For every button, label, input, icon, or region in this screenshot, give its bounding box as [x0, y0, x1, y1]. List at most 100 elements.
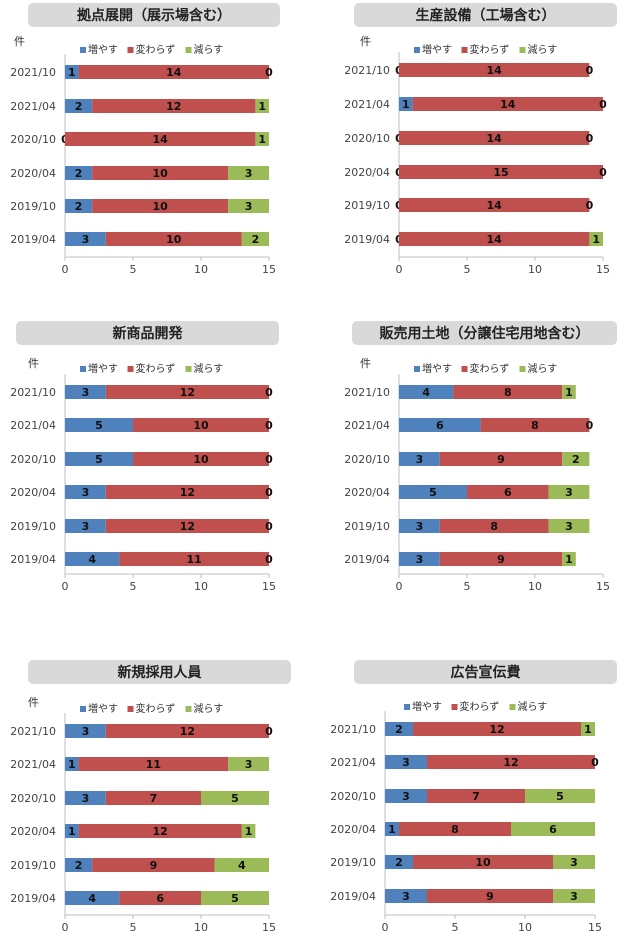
legend-item: 増やす	[80, 43, 118, 56]
x-tick-label: 5	[130, 580, 137, 593]
bar-segment	[385, 889, 427, 903]
bar-segment	[241, 232, 269, 246]
data-label: 0	[586, 419, 594, 432]
bar-segment	[78, 65, 269, 79]
bar-segment	[65, 891, 120, 905]
data-label: 3	[82, 486, 90, 499]
data-label: 4	[422, 386, 430, 399]
category-label: 2020/04	[344, 166, 390, 179]
bar-segment	[511, 822, 595, 836]
bar-segment	[385, 755, 427, 769]
data-label: 9	[497, 553, 505, 566]
data-label: 1	[245, 825, 253, 838]
data-label: 3	[416, 520, 424, 533]
legend-item: 増やす	[404, 700, 442, 713]
data-label: 1	[68, 758, 76, 771]
legend-swatch	[519, 47, 526, 53]
data-label: 10	[153, 200, 169, 213]
data-label: 3	[245, 200, 253, 213]
legend-swatch	[127, 366, 134, 372]
data-label: 9	[150, 859, 158, 872]
bar-segment	[92, 858, 215, 872]
x-tick-label: 15	[262, 263, 276, 276]
chart-title-box	[16, 321, 279, 345]
data-label: 14	[487, 199, 503, 212]
bar-segment	[201, 891, 269, 905]
data-label: 0	[599, 98, 607, 111]
bar-segment	[385, 789, 427, 803]
bar-segment	[467, 485, 549, 499]
bar-segment	[427, 755, 595, 769]
category-label: 2021/10	[10, 386, 56, 399]
legend-swatch	[80, 366, 86, 372]
data-label: 3	[416, 453, 424, 466]
x-tick-label: 5	[464, 580, 471, 593]
chart-title: 新規採用人員	[118, 664, 202, 681]
category-label: 2019/04	[10, 553, 56, 566]
unit-label: 件	[28, 696, 39, 709]
data-label: 12	[503, 756, 518, 769]
legend-label: 増やす	[88, 43, 118, 56]
bar-segment	[228, 199, 269, 213]
legend-item: 変わらず	[127, 702, 176, 715]
legend-item: 減らす	[185, 702, 223, 715]
legend-swatch	[451, 704, 458, 710]
data-label: 1	[388, 823, 396, 836]
bar-segment	[385, 855, 413, 869]
x-tick-label: 10	[528, 263, 542, 276]
legend-label: 減らす	[528, 362, 558, 375]
data-label: 0	[586, 132, 594, 145]
category-label: 2020/04	[344, 486, 390, 499]
bar-segment	[589, 232, 603, 246]
data-label: 14	[487, 132, 503, 145]
category-label: 2019/04	[344, 233, 390, 246]
data-label: 3	[245, 167, 253, 180]
x-tick-label: 10	[528, 580, 542, 593]
legend-swatch	[414, 366, 420, 372]
data-label: 5	[429, 486, 437, 499]
data-label: 0	[265, 553, 273, 566]
legend-item: 増やす	[80, 702, 118, 715]
bar-segment	[427, 889, 553, 903]
data-label: 3	[402, 790, 410, 803]
data-label: 3	[402, 890, 410, 903]
bar-segment	[65, 858, 93, 872]
legend-label: 増やす	[422, 362, 452, 375]
data-label: 0	[599, 166, 607, 179]
bar-segment	[399, 63, 590, 77]
legend-swatch	[519, 366, 526, 372]
data-label: 0	[265, 520, 273, 533]
data-label: 0	[265, 486, 273, 499]
legend-label: 変わらず	[470, 43, 510, 56]
data-label: 0	[265, 66, 273, 79]
legend-label: 変わらず	[136, 702, 176, 715]
data-label: 0	[265, 419, 273, 432]
chart-title-box	[28, 3, 280, 27]
x-tick-label: 10	[194, 580, 208, 593]
bar-segment	[553, 889, 595, 903]
legend-item: 変わらず	[127, 362, 175, 375]
legend-item: 変わらず	[461, 362, 509, 375]
data-label: 5	[556, 790, 564, 803]
data-label: 5	[95, 453, 103, 466]
legend-swatch	[461, 47, 468, 53]
data-label: 1	[68, 825, 76, 838]
data-label: 3	[82, 725, 90, 738]
legend-label: 増やす	[422, 43, 452, 56]
bar-segment	[133, 452, 269, 466]
data-label: 8	[451, 823, 459, 836]
data-label: 9	[486, 890, 494, 903]
x-tick-label: 15	[262, 921, 276, 934]
category-label: 2020/10	[344, 453, 390, 466]
data-label: 0	[586, 64, 594, 77]
chart-title-box	[354, 3, 617, 27]
x-tick-label: 0	[62, 580, 69, 593]
bar-segment	[453, 385, 563, 399]
data-label: 8	[504, 386, 512, 399]
bar-segment	[399, 452, 440, 466]
data-label: 3	[82, 520, 90, 533]
data-label: 4	[238, 859, 246, 872]
